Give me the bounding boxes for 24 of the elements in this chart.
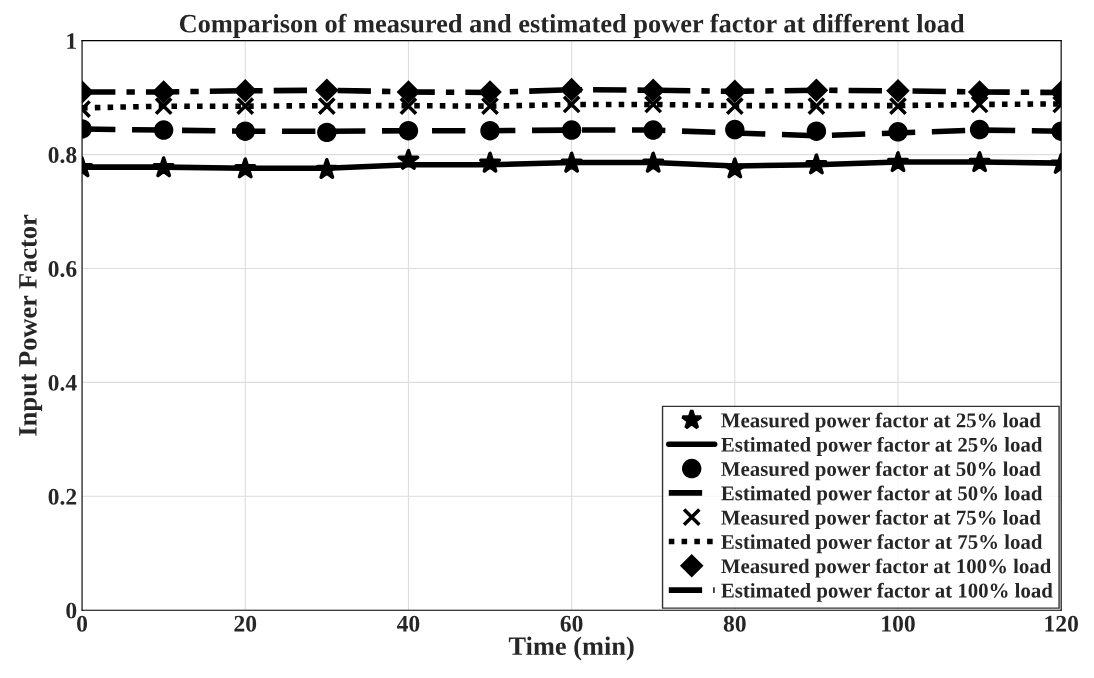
y-tick-label: 0.2 [48,488,77,505]
chart-title: Comparison of measured and estimated power factor at different load [179,13,965,38]
x-tick-label: 120 [1045,615,1078,632]
x-tick-label: 20 [234,615,257,632]
x-tick-label: 100 [882,615,915,632]
x-axis-title: Time (min) [508,636,634,661]
legend-label: Measured power factor at 75% load [721,509,1041,529]
x-tick-label: 60 [560,615,583,632]
legend-label: Estimated power factor at 100% load [721,582,1053,602]
legend-label: Estimated power factor at 75% load [721,534,1043,554]
x-tick-label: 0 [77,615,88,632]
y-tick-label: 0.8 [48,147,77,164]
legend-label: Measured power factor at 25% load [721,412,1041,432]
legend-label: Measured power factor at 100% load [721,558,1052,578]
y-tick-label: 0.4 [48,374,77,391]
x-tick-label: 80 [723,615,746,632]
y-tick-label: 1 [67,33,76,49]
legend-label: Estimated power factor at 50% load [721,485,1043,505]
y-axis-title: Input Power Factor [19,214,43,436]
y-tick-label: 0.6 [48,260,77,278]
legend-label: Measured power factor at 50% load [721,461,1041,481]
x-tick-label: 40 [396,615,420,632]
legend-label: Estimated power factor at 25% load [721,436,1043,456]
y-tick-label: 0 [66,602,77,619]
